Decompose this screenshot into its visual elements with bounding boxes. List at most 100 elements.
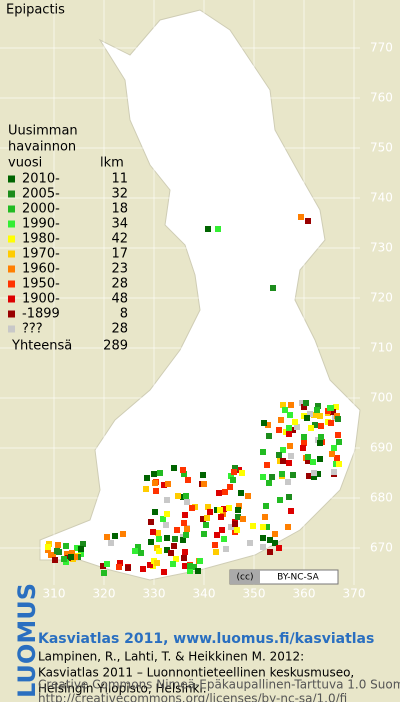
legend-label: 2000- (22, 202, 60, 217)
record-marker (191, 564, 197, 570)
record-marker (164, 535, 170, 541)
record-marker (63, 543, 69, 549)
legend-label: 2010- (22, 172, 60, 187)
record-marker (270, 285, 276, 291)
record-marker (181, 471, 187, 477)
record-marker (301, 440, 307, 446)
record-marker (276, 452, 282, 458)
record-marker (286, 494, 292, 500)
record-marker (175, 493, 181, 499)
record-marker (317, 413, 323, 419)
record-marker (305, 218, 311, 224)
record-marker (282, 407, 288, 413)
legend-swatch (8, 310, 15, 318)
legend-label: ??? (22, 322, 43, 337)
record-marker (181, 555, 187, 561)
record-marker (68, 554, 74, 560)
record-marker (201, 481, 207, 487)
legend-total-label: Yhteensä (11, 339, 72, 354)
record-marker (180, 537, 186, 543)
footer-heading: Kasviatlas 2011, www.luomus.fi/kasviatla… (38, 631, 374, 647)
legend-swatch (8, 205, 15, 213)
record-marker (304, 415, 310, 421)
record-marker (277, 497, 283, 503)
record-marker (182, 549, 188, 555)
legend-label: 1990- (22, 217, 60, 232)
record-marker (329, 451, 335, 457)
record-marker (236, 503, 242, 509)
legend-header: havainnon (8, 140, 76, 155)
record-marker (132, 548, 138, 554)
northing-label: 710 (370, 341, 393, 355)
legend-swatch (8, 325, 15, 333)
record-marker (317, 440, 323, 446)
record-marker (260, 524, 266, 530)
northing-label: 720 (370, 291, 393, 305)
record-marker (330, 409, 336, 415)
record-marker (311, 474, 317, 480)
record-marker (335, 416, 341, 422)
northing-label: 760 (370, 91, 393, 105)
record-marker (183, 532, 189, 538)
record-marker (260, 544, 266, 550)
record-marker (228, 524, 234, 530)
record-marker (150, 529, 156, 535)
legend-count: 42 (111, 232, 128, 247)
record-marker (247, 540, 253, 546)
record-marker (245, 493, 251, 499)
record-marker (333, 404, 339, 410)
record-marker (312, 422, 318, 428)
legend-label: 1900- (22, 292, 60, 307)
record-marker (262, 514, 268, 520)
record-marker (117, 560, 123, 566)
record-marker (147, 562, 153, 568)
record-marker (303, 400, 309, 406)
record-marker (305, 458, 311, 464)
record-marker (151, 471, 157, 477)
record-marker (200, 516, 206, 522)
record-marker (108, 540, 114, 546)
citation-line: Helsingin Yliopisto, Helsinki. (38, 682, 207, 696)
record-marker (286, 460, 292, 466)
record-marker (286, 425, 292, 431)
record-marker (315, 471, 321, 477)
record-marker (112, 533, 118, 539)
species-title: Epipactis (6, 3, 65, 18)
record-marker (218, 514, 224, 520)
record-marker (235, 507, 241, 513)
record-marker (230, 477, 236, 483)
legend-count: 48 (111, 292, 128, 307)
legend-count: 11 (111, 172, 128, 187)
northing-label: 680 (370, 491, 393, 505)
record-marker (153, 488, 159, 494)
record-marker (143, 486, 149, 492)
easting-label: 310 (43, 587, 66, 601)
record-marker (285, 479, 291, 485)
northing-label: 750 (370, 141, 393, 155)
citation-line: Kasviatlas 2011 – Luonnontieteellinen ke… (38, 666, 354, 680)
record-marker (260, 449, 266, 455)
northing-label: 740 (370, 191, 393, 205)
record-marker (174, 527, 180, 533)
record-marker (170, 561, 176, 567)
record-marker (232, 521, 238, 527)
record-marker (267, 537, 273, 543)
record-marker (288, 508, 294, 514)
record-marker (160, 516, 166, 522)
cc-badge-text: BY-NC-SA (277, 573, 320, 583)
northing-label: 730 (370, 241, 393, 255)
record-marker (266, 480, 272, 486)
easting-label: 370 (343, 587, 366, 601)
record-marker (156, 536, 162, 542)
record-marker (301, 434, 307, 440)
easting-label: 330 (143, 587, 166, 601)
legend-header: Uusimman (8, 124, 78, 139)
record-marker (217, 507, 223, 513)
record-marker (163, 522, 169, 528)
legend-swatch (8, 295, 15, 303)
legend-swatch (8, 220, 15, 228)
record-marker (290, 472, 296, 478)
